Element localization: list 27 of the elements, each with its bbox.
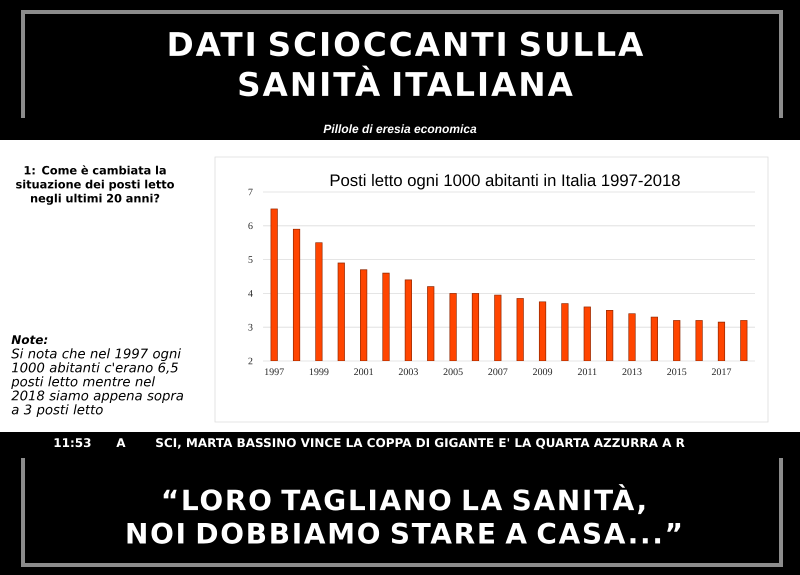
text: DATI SCIOCCANTI SULLA SANITÀ ITALIANA [170, 32, 644, 96]
x-tick-label: 2001 [354, 368, 374, 376]
x-tick-label: 1999 [310, 368, 328, 376]
y-tick-label: 7 [248, 188, 253, 196]
y-tick-label: 4 [248, 290, 253, 297]
y-tick-label: 3 [248, 324, 253, 331]
chart-title: Posti letto ogni 1000 abitanti in Italia 1997-2018 [330, 174, 680, 190]
x-tick-label: 2015 [667, 368, 686, 376]
text: A [116, 438, 126, 447]
x-tick-label: 2003 [398, 368, 418, 376]
text: 1: Come è cambiata la situazione dei posti letto negli ultimi 20 anni? [16, 165, 174, 205]
x-tick-label: 1997 [265, 368, 284, 376]
text: Pillole di eresia economica [324, 124, 476, 134]
x-tick-label: 2007 [488, 368, 508, 376]
y-tick-label: 5 [248, 256, 253, 263]
text: 11:53 [54, 438, 91, 448]
y-tick-label: 6 [248, 222, 253, 230]
x-tick-label: 2013 [622, 368, 642, 376]
x-tick-label: 2009 [532, 368, 552, 376]
x-tick-label: 2017 [712, 368, 732, 376]
text: SCI, MARTA BASSINO VINCE LA COPPA DI GIGANTE E' LA QUARTA AZZURRA A R [156, 438, 685, 449]
x-tick-label: 2005 [444, 368, 463, 376]
y-tick-label: 2 [248, 358, 252, 364]
x-tick-label: 2011 [578, 368, 596, 376]
text: Si nota che nel 1997 ogni 1000 abitanti c'erano 6,5 posti letto mentre nel 2018 siamo appena sopra a 3 posti letto [11, 348, 184, 418]
text: “LORO TAGLIANO LA SANITÀ, NOI DOBBIAMO STARE A CASA...” [128, 484, 680, 544]
text: Note: [12, 335, 48, 344]
